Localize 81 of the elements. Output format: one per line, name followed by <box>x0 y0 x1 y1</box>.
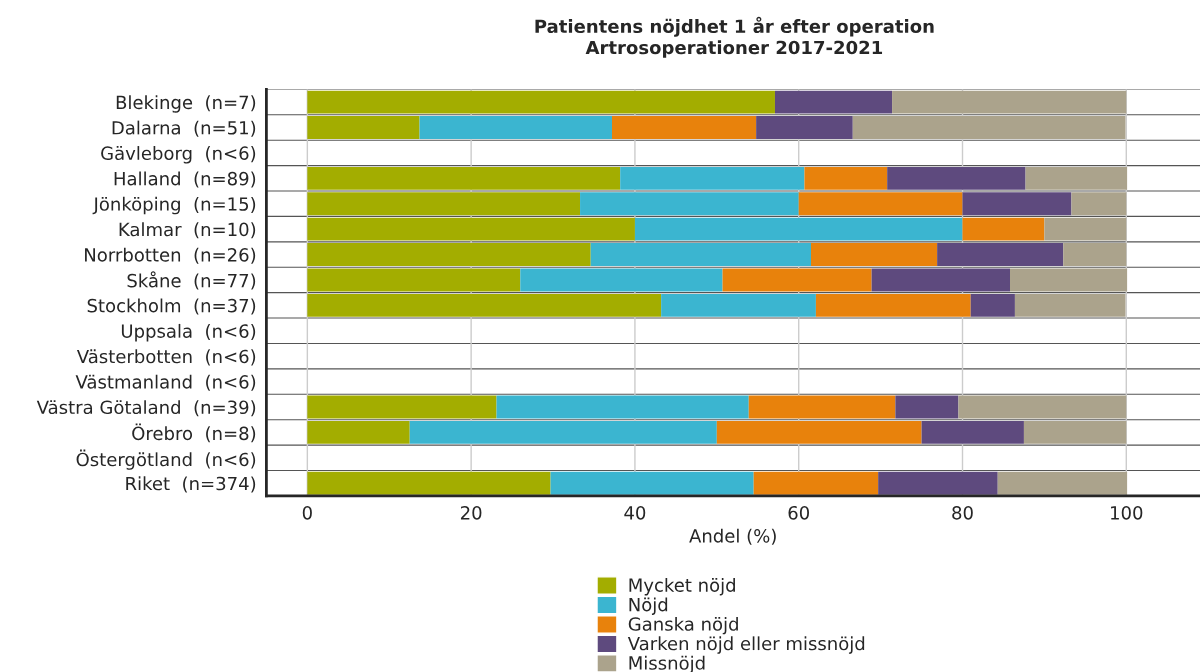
bar <box>1063 243 1127 266</box>
bar <box>307 471 551 495</box>
bar <box>871 268 1010 292</box>
bar <box>307 420 410 444</box>
bar <box>1014 293 1126 317</box>
bar <box>997 471 1128 495</box>
bar <box>970 293 1015 317</box>
y-tick-label: Skåne (n=77) <box>127 271 256 290</box>
bar <box>774 90 893 114</box>
y-tick-label: Östergötland (n<6) <box>76 449 256 470</box>
y-tick-label: Jönköping (n=15) <box>92 196 256 215</box>
y-tick-label: Örebro (n=8) <box>132 423 256 443</box>
bar <box>887 166 1026 190</box>
bar <box>1010 268 1128 292</box>
x-tick-label: 100 <box>1111 505 1143 520</box>
bar <box>590 243 811 266</box>
x-tick-label: 20 <box>460 505 482 520</box>
bar <box>1025 166 1128 190</box>
bar <box>921 420 1024 444</box>
y-tick-label: Kalmar (n=10) <box>119 222 256 239</box>
bar <box>753 471 879 495</box>
bar <box>419 116 612 139</box>
bar <box>958 395 1127 419</box>
bar <box>962 217 1045 241</box>
legend-label: Nöjd <box>629 597 668 615</box>
bar <box>496 395 749 419</box>
bar <box>307 293 662 317</box>
bar <box>852 116 1126 139</box>
bar <box>634 217 963 241</box>
chart-subtitle: Artrosoperationer 2017-2021 <box>585 40 883 58</box>
bar <box>580 192 799 216</box>
bar <box>756 116 853 139</box>
bar <box>612 116 757 139</box>
bar <box>307 90 775 114</box>
x-tick-label: 80 <box>952 505 973 520</box>
bar <box>661 293 816 317</box>
bar <box>1044 217 1127 241</box>
y-tick-label: Dalarna (n=51) <box>112 120 256 137</box>
bar <box>1023 420 1127 444</box>
bar <box>620 166 805 190</box>
bar <box>307 116 420 139</box>
bar <box>1071 192 1127 216</box>
y-tick-label: Halland (n=89) <box>114 171 256 188</box>
y-tick-label: Uppsala (n<6) <box>121 323 256 342</box>
bar <box>307 243 591 266</box>
bar <box>716 420 922 444</box>
bar <box>804 166 888 190</box>
x-tick-label: 40 <box>624 505 646 520</box>
y-tick-label: Västra Götaland (n=39) <box>36 400 256 417</box>
legend-label: Varken nöjd eller missnöjd <box>627 636 865 654</box>
bar <box>962 192 1072 216</box>
bar <box>520 268 723 292</box>
y-tick-label: Stockholm (n=37) <box>87 298 256 315</box>
bar <box>307 192 581 216</box>
bar <box>878 471 998 495</box>
y-tick-label: Västmanland (n<6) <box>75 374 256 391</box>
chart-title: Patientens nöjdhet 1 år efter operation <box>535 16 934 37</box>
y-tick-label: Gävleborg (n<6) <box>101 146 256 164</box>
x-tick-label: 60 <box>788 505 809 520</box>
bar <box>748 395 896 419</box>
bar <box>815 293 971 317</box>
bar <box>937 243 1064 266</box>
x-tick-label: 0 <box>302 505 312 520</box>
legend-label: Mycket nöjd <box>629 577 735 596</box>
bar <box>722 268 872 292</box>
bar <box>550 471 754 495</box>
bar <box>307 217 635 241</box>
bar <box>892 90 1127 114</box>
legend-label: Ganska nöjd <box>628 616 738 635</box>
bar <box>307 268 521 292</box>
bar <box>409 420 717 444</box>
y-tick-label: Västerbotten (n<6) <box>76 349 256 366</box>
bar <box>798 192 963 216</box>
y-tick-label: Norrbotten (n=26) <box>85 247 256 264</box>
x-axis-title: Andel (%) <box>689 528 776 545</box>
bar <box>895 395 959 419</box>
y-tick-label: Blekinge (n=7) <box>116 95 256 113</box>
bar <box>307 166 621 190</box>
y-tick-label: Riket (n=374) <box>126 476 256 493</box>
bar <box>307 395 497 419</box>
bar <box>811 243 938 266</box>
